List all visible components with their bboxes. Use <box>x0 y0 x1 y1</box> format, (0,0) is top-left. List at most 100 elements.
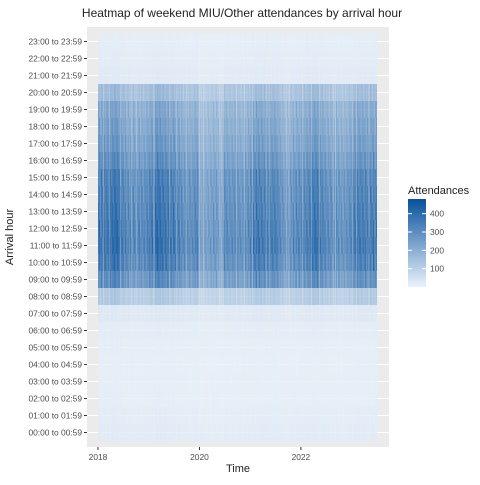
heatmap-cell <box>153 237 154 254</box>
heatmap-cell <box>234 169 235 186</box>
heatmap-cell <box>164 186 165 203</box>
heatmap-cell <box>193 67 194 84</box>
heatmap-cell <box>215 407 216 424</box>
heatmap-cell <box>296 339 297 356</box>
heatmap-cell <box>161 356 162 373</box>
heatmap-cell <box>125 50 126 67</box>
heatmap-cell <box>114 254 115 271</box>
heatmap-cell <box>113 50 114 67</box>
heatmap-cell <box>240 305 241 322</box>
heatmap-cell <box>295 356 296 373</box>
heatmap-cell <box>184 220 185 237</box>
heatmap-cell <box>245 339 246 356</box>
heatmap-cell <box>234 305 235 322</box>
heatmap-cell <box>134 390 135 407</box>
heatmap-cell <box>128 424 129 441</box>
heatmap-cell <box>109 135 110 152</box>
heatmap-cell <box>233 50 234 67</box>
heatmap-cell <box>234 339 235 356</box>
heatmap-cell <box>251 220 252 237</box>
heatmap-cell <box>292 339 293 356</box>
heatmap-cell <box>253 288 254 305</box>
heatmap-cell <box>102 373 103 390</box>
heatmap-cell <box>265 237 266 254</box>
heatmap-cell <box>201 305 202 322</box>
heatmap-cell <box>258 67 259 84</box>
heatmap-cell <box>240 271 241 288</box>
heatmap-cell <box>126 254 127 271</box>
heatmap-cell <box>199 288 200 305</box>
heatmap-cell <box>280 424 281 441</box>
heatmap-cell <box>241 152 242 169</box>
heatmap-cell <box>259 33 260 50</box>
heatmap-cell <box>116 407 117 424</box>
heatmap-cell <box>210 288 211 305</box>
heatmap-cell <box>286 84 287 101</box>
heatmap-cell <box>124 186 125 203</box>
heatmap-cell <box>229 186 230 203</box>
heatmap-cell <box>127 101 128 118</box>
heatmap-cell <box>216 271 217 288</box>
heatmap-cell <box>176 424 177 441</box>
heatmap-cell <box>238 118 239 135</box>
heatmap-cell <box>231 220 232 237</box>
heatmap-cell <box>215 390 216 407</box>
heatmap-cell <box>213 203 214 220</box>
heatmap-cell <box>141 254 142 271</box>
heatmap-cell <box>268 186 269 203</box>
heatmap-cell <box>115 203 116 220</box>
heatmap-cell <box>149 135 150 152</box>
heatmap-cell <box>105 322 106 339</box>
heatmap-cell <box>135 254 136 271</box>
heatmap-cell <box>156 186 157 203</box>
heatmap-cell <box>239 135 240 152</box>
heatmap-cell <box>133 203 134 220</box>
heatmap-cell <box>118 186 119 203</box>
heatmap-cell <box>191 305 192 322</box>
heatmap-cell <box>103 220 104 237</box>
heatmap-cell <box>191 356 192 373</box>
heatmap-cell <box>151 50 152 67</box>
heatmap-cell <box>204 33 205 50</box>
heatmap-cell <box>164 220 165 237</box>
heatmap-cell <box>119 322 120 339</box>
heatmap-cell <box>160 203 161 220</box>
heatmap-cell <box>289 84 290 101</box>
heatmap-cell <box>101 118 102 135</box>
heatmap-cell <box>209 33 210 50</box>
heatmap-cell <box>129 118 130 135</box>
heatmap-cell <box>185 237 186 254</box>
heatmap-cell <box>189 305 190 322</box>
heatmap-cell <box>241 305 242 322</box>
heatmap-cell <box>154 271 155 288</box>
heatmap-cell <box>152 203 153 220</box>
heatmap-cell <box>224 118 225 135</box>
heatmap-cell <box>188 407 189 424</box>
heatmap-cell <box>270 84 271 101</box>
heatmap-cell <box>219 203 220 220</box>
heatmap-cell <box>103 169 104 186</box>
heatmap-cell <box>244 186 245 203</box>
heatmap-cell <box>105 373 106 390</box>
heatmap-cell <box>194 50 195 67</box>
heatmap-cell <box>162 101 163 118</box>
heatmap-cell <box>138 254 139 271</box>
heatmap-cell <box>153 254 154 271</box>
heatmap-cell <box>272 390 273 407</box>
heatmap-cell <box>204 220 205 237</box>
heatmap-cell <box>129 169 130 186</box>
heatmap-cell <box>112 118 113 135</box>
heatmap-cell <box>115 186 116 203</box>
heatmap-cell <box>261 118 262 135</box>
heatmap-cell <box>290 271 291 288</box>
heatmap-cell <box>118 101 119 118</box>
heatmap-cell <box>101 373 102 390</box>
heatmap-cell <box>211 339 212 356</box>
heatmap-cell <box>101 339 102 356</box>
heatmap-cell <box>220 118 221 135</box>
heatmap-cell <box>262 237 263 254</box>
heatmap-cell <box>125 186 126 203</box>
heatmap-cell <box>119 118 120 135</box>
heatmap-cell <box>137 407 138 424</box>
heatmap-cell <box>234 407 235 424</box>
